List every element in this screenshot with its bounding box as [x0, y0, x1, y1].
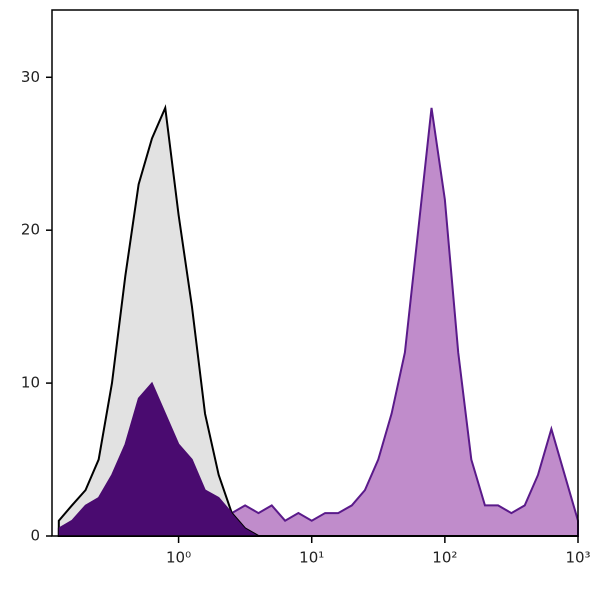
plot-area	[57, 104, 579, 537]
plot-frame	[51, 9, 579, 537]
x-tick-label: 10²	[432, 549, 457, 567]
x-tick-label: 10¹	[299, 549, 324, 567]
x-tick-label: 10³	[565, 549, 590, 567]
y-tick-label: 30	[21, 68, 40, 86]
x-tick-label: 10⁰	[166, 549, 191, 567]
y-tick-label: 20	[21, 221, 40, 239]
y-tick-label: 0	[30, 527, 40, 545]
y-tick-label: 10	[21, 374, 40, 392]
